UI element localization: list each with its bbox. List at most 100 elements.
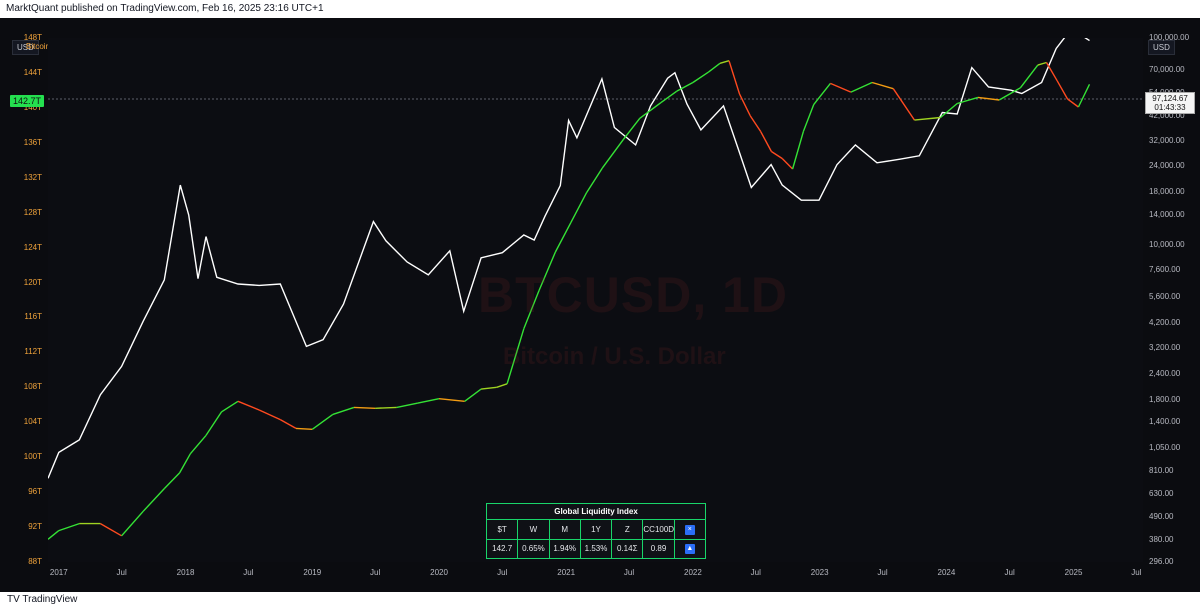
table-value-cell: 0.14Σ bbox=[611, 538, 644, 560]
table-value-cell: ▲ bbox=[673, 538, 707, 560]
table-value-cell: 1.53% bbox=[579, 538, 613, 560]
liquidity-segment bbox=[586, 167, 603, 193]
x-tick-label: Jul bbox=[1004, 568, 1015, 577]
plot-area[interactable]: BTCUSD, 1D Bitcoin / U.S. Dollar bbox=[47, 32, 1143, 562]
price-tag: 97,124.67 01:43:33 bbox=[1145, 92, 1195, 114]
btc-price-line bbox=[47, 32, 1090, 479]
right-tick-label: 490.00 bbox=[1149, 511, 1174, 521]
liquidity-segment bbox=[957, 96, 979, 105]
liquidity-segment bbox=[121, 510, 144, 537]
right-tick-label: 5,600.00 bbox=[1149, 292, 1181, 302]
left-tick-label: 88T bbox=[28, 557, 42, 566]
liquidity-segment bbox=[237, 400, 260, 411]
liquidity-segment bbox=[417, 398, 440, 404]
table-value-cell: 0.89 bbox=[642, 538, 675, 560]
right-currency-label: USD bbox=[1148, 40, 1175, 55]
liquidity-segment bbox=[1077, 83, 1091, 108]
liquidity-segment bbox=[178, 453, 192, 474]
x-tick-label: 2023 bbox=[810, 568, 829, 577]
liquidity-segment bbox=[1019, 64, 1039, 89]
liquidity-segment bbox=[523, 290, 540, 330]
liquidity-segment bbox=[332, 406, 355, 416]
left-tick-label: 140T bbox=[23, 102, 42, 112]
right-tick-label: 10,000.00 bbox=[1149, 240, 1185, 250]
left-tick-label: 120T bbox=[23, 277, 42, 287]
liquidity-segment bbox=[660, 90, 678, 104]
liquidity-segment bbox=[813, 82, 831, 105]
left-axis: 148T 144T 140T 136T 132T 128T 124T 120T 116T 112T… bbox=[0, 33, 48, 566]
right-tick-label: 380.00 bbox=[1149, 534, 1174, 544]
liquidity-segment bbox=[47, 530, 60, 540]
x-tick-label: Jul bbox=[243, 568, 254, 577]
liquidity-segment bbox=[258, 409, 281, 421]
x-tick-label: Jul bbox=[877, 568, 888, 577]
liquidity-segment bbox=[749, 115, 762, 132]
right-tick-label: 32,000.00 bbox=[1149, 135, 1185, 145]
right-tick-label: 42,000.00 bbox=[1149, 111, 1185, 121]
liquidity-segment bbox=[892, 88, 916, 121]
right-tick-label: 3,200.00 bbox=[1149, 342, 1181, 352]
x-tick-label: 2021 bbox=[557, 568, 576, 577]
x-tick-label: Jul bbox=[623, 568, 635, 577]
liquidity-segment bbox=[100, 522, 122, 537]
liquidity-segment bbox=[728, 60, 741, 95]
right-tick-label: 24,000.00 bbox=[1149, 161, 1185, 171]
liquidity-segment bbox=[58, 522, 80, 532]
liquidity-segment bbox=[940, 102, 958, 119]
right-tick-label: 1,800.00 bbox=[1149, 394, 1181, 404]
liquidity-segment bbox=[538, 251, 557, 291]
table-value-cell: 1.94% bbox=[548, 538, 581, 560]
up-arrow-icon[interactable]: ▲ bbox=[684, 544, 695, 555]
liquidity-segment bbox=[205, 411, 223, 436]
left-tick-label: 104T bbox=[23, 417, 42, 427]
liquidity-segment bbox=[998, 87, 1021, 101]
liquidity-segment bbox=[506, 328, 525, 385]
left-tick-label: 136T bbox=[23, 137, 42, 147]
liquidity-segment bbox=[719, 60, 730, 64]
liquidity-segment bbox=[830, 82, 852, 93]
x-tick-label: Jul bbox=[1131, 568, 1142, 577]
liquidity-segment bbox=[802, 104, 815, 132]
watermark-ticker: BTCUSD, 1D bbox=[478, 267, 789, 323]
x-tick-label: Jul bbox=[497, 568, 508, 577]
current-liquidity-tag: 142.7T bbox=[10, 95, 45, 107]
liquidity-segment bbox=[639, 102, 662, 119]
right-tick-label: 810.00 bbox=[1149, 466, 1174, 476]
liquidity-segment bbox=[189, 434, 207, 455]
liquidity-segment bbox=[708, 62, 721, 73]
settings-icon[interactable]: × bbox=[684, 524, 695, 535]
liquidity-segment bbox=[481, 386, 497, 390]
watermark-name: Bitcoin / U.S. Dollar bbox=[503, 343, 726, 370]
price-time: 01:43:33 bbox=[1154, 103, 1186, 112]
tradingview-logo: TV TradingView bbox=[7, 594, 78, 605]
right-tick-label: 70,000.00 bbox=[1149, 65, 1185, 75]
liquidity-segment bbox=[1067, 98, 1079, 108]
left-tick-label: 100T bbox=[23, 452, 42, 462]
right-tick-label: 1,050.00 bbox=[1149, 443, 1181, 453]
x-tick-label: Jul bbox=[370, 568, 381, 577]
liquidity-segment bbox=[295, 427, 313, 430]
left-tick-label: 132T bbox=[23, 172, 42, 182]
right-tick-label: 1,400.00 bbox=[1149, 417, 1181, 427]
left-tick-label: 92T bbox=[28, 522, 42, 532]
table-header-cell: 1Y bbox=[579, 519, 613, 540]
left-tick-label: 108T bbox=[23, 382, 42, 392]
liquidity-segment bbox=[396, 402, 419, 409]
liquidity-segment bbox=[464, 388, 482, 402]
liquidity-segment bbox=[311, 413, 334, 430]
x-tick-label: Jul bbox=[750, 568, 761, 577]
table-header-cell: $T bbox=[485, 519, 519, 540]
left-tick-label: 96T bbox=[28, 487, 42, 497]
x-tick-label: 2018 bbox=[176, 568, 195, 577]
right-tick-label: 630.00 bbox=[1149, 489, 1174, 499]
liquidity-segment bbox=[738, 93, 751, 117]
table-value-cell: 0.65% bbox=[517, 538, 550, 560]
liquidity-segment bbox=[496, 383, 508, 388]
table-header-cell: Z bbox=[611, 519, 644, 540]
table-header-row: $T W M 1Y Z CC100D × bbox=[485, 519, 707, 540]
x-tick-label: 2022 bbox=[684, 568, 702, 577]
footer: TV TradingView bbox=[0, 592, 1200, 609]
liquidity-segment bbox=[977, 96, 1000, 101]
x-axis: 2017 Jul 2018 Jul 2019 Jul 2020 Jul 2021 Jul 2022 J… bbox=[48, 568, 1143, 584]
liquidity-segment bbox=[622, 117, 641, 140]
